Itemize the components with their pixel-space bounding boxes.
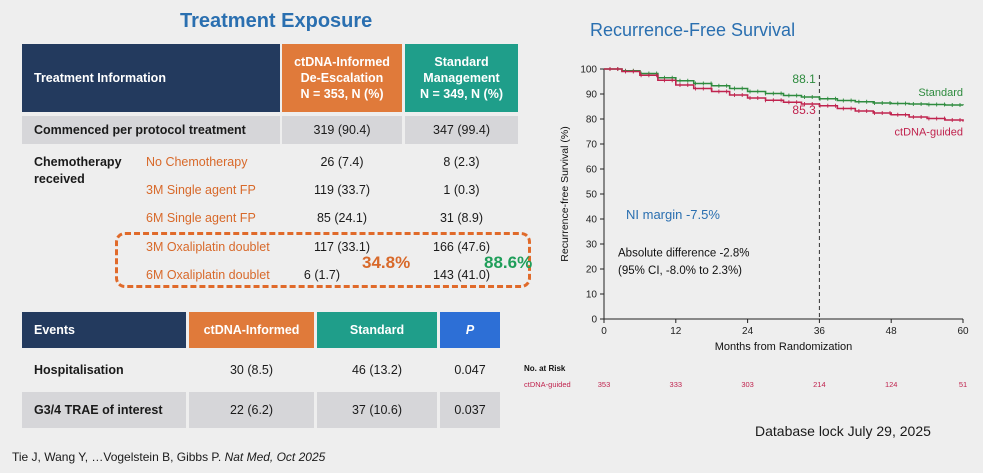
header-standard-management: Standard Management N = 349, N (%) [405,44,518,112]
risk-count: 303 [741,380,754,389]
y-tick-label: 30 [586,240,598,251]
commenced-ctdna: 319 (90.4) [282,116,402,144]
x-tick-label: 36 [814,326,826,337]
chemo-row-standard: 166 (47.6) [433,240,490,254]
events-header: Events [22,312,186,348]
header-ctdna-line1: ctDNA-Informed [294,55,390,69]
ctdna-value-at-36: 85.3 [792,103,816,117]
header-ctdna-line2: De-Escalation [300,71,384,85]
x-tick-label: 60 [957,326,969,337]
risk-count: 353 [598,380,611,389]
y-tick-label: 20 [586,265,598,276]
risk-count: 124 [885,380,898,389]
series-label-standard: Standard [918,87,963,99]
chemo-row-ctdna: 6 (1.7) [303,268,341,282]
x-tick-label: 12 [670,326,682,337]
standard-value-at-36: 88.1 [792,72,816,86]
header-standard-line1: Standard [434,55,489,69]
event-row-p: 0.037 [440,392,500,428]
events-header-standard: Standard [317,312,437,348]
chemo-row-label: No Chemotherapy [146,155,248,169]
chemo-row-label: 6M Single agent FP [146,211,256,225]
chemo-row-label: 6M Oxaliplatin doublet [146,268,270,282]
series-line-ctdna-guided [604,68,964,122]
chemo-row-ctdna: 85 (24.1) [316,211,368,225]
events-header-p: P [440,312,500,348]
chart-labels: 0 10 20 30 40 50 60 70 80 90 100 0 12 24 36 48 60 Standar… [524,65,969,390]
y-tick-label: 70 [586,140,598,151]
event-row-ctdna: 30 (8.5) [229,363,274,377]
header-treatment-information: Treatment Information [22,44,280,112]
chemo-row-standard: 31 (8.9) [439,211,484,225]
chemo-label-line2: received [34,172,85,186]
chart-series [604,67,964,122]
x-tick-label: 24 [742,326,754,337]
chemo-row-ctdna: 26 (7.4) [320,155,364,169]
risk-count: 51 [959,380,967,389]
event-row-label: G3/4 TRAE of interest [22,392,186,428]
y-tick-label: 100 [580,65,597,76]
chart-title: Recurrence-Free Survival [590,20,796,40]
events-header-ctdna: ctDNA-Informed [189,312,314,348]
event-row-p: 0.047 [454,363,486,377]
y-tick-label: 90 [586,90,598,101]
event-row-label: Hospitalisation [34,363,124,377]
event-row-standard: 46 (13.2) [351,363,403,377]
chemo-label-line1: Chemotherapy [34,155,122,169]
y-tick-label: 80 [586,115,598,126]
y-tick-label: 60 [586,165,598,176]
x-tick-label: 48 [886,326,898,337]
y-tick-label: 10 [586,290,598,301]
chemo-row-label: 3M Oxaliplatin doublet [146,240,270,254]
series-label-ctdna-guided: ctDNA-guided [895,127,963,139]
citation: Tie J, Wang Y, …Vogelstein B, Gibbs P. N… [12,450,325,464]
x-tick-label: 0 [601,326,607,337]
event-row-standard: 37 (10.6) [317,392,437,428]
risk-count: 214 [813,380,826,389]
y-axis-title: Recurrence-free Survival (%) [559,126,571,261]
oxaliplatin-highlight-box [115,232,531,288]
chemo-row-standard: 8 (2.3) [443,155,480,169]
event-row-ctdna: 22 (6.2) [189,392,314,428]
series-line-standard [604,68,964,106]
standard-doublet-total: 88.6% [484,253,533,272]
chemo-row-ctdna: 117 (33.1) [313,240,371,254]
y-tick-label: 50 [586,190,598,201]
header-standard-line2: Management [423,71,500,85]
citation-authors: Tie J, Wang Y, …Vogelstein B, Gibbs P. [12,450,222,464]
risk-count: 333 [670,380,683,389]
km-chart: 0 10 20 30 40 50 60 70 80 90 100 0 12 24 36 48 60 Standar… [524,65,969,390]
absolute-difference-label: Absolute difference -2.8% [618,248,749,260]
chemotherapy-received-label: Chemotherapy received [34,154,122,188]
treatment-exposure-title: Treatment Exposure [180,10,373,32]
risk-table-title: No. at Risk [524,364,566,373]
ni-margin-label: NI margin -7.5% [626,207,720,222]
chart-axes [600,68,964,323]
confidence-interval-label: (95% CI, -8.0% to 2.3%) [618,265,742,277]
chemo-row-ctdna: 119 (33.7) [313,183,371,197]
chemo-row-label: 3M Single agent FP [146,183,256,197]
ctdna-doublet-total: 34.8% [362,253,411,272]
chemo-row-standard: 1 (0.3) [443,183,480,197]
commenced-label: Commenced per protocol treatment [22,116,280,144]
commenced-standard: 347 (99.4) [405,116,518,144]
y-tick-label: 0 [591,315,597,326]
risk-row-name: ctDNA-guided [524,380,571,389]
chemo-row-standard: 143 (41.0) [433,268,490,282]
header-standard-line3: N = 349, N (%) [419,87,503,101]
citation-journal: Nat Med, Oct 2025 [224,450,326,464]
y-tick-label: 40 [586,215,598,226]
x-axis-title: Months from Randomization [715,341,853,353]
database-lock: Database lock July 29, 2025 [755,423,931,439]
header-ctdna-informed: ctDNA-Informed De-Escalation N = 353, N … [282,44,402,112]
header-ctdna-line3: N = 353, N (%) [300,87,384,101]
